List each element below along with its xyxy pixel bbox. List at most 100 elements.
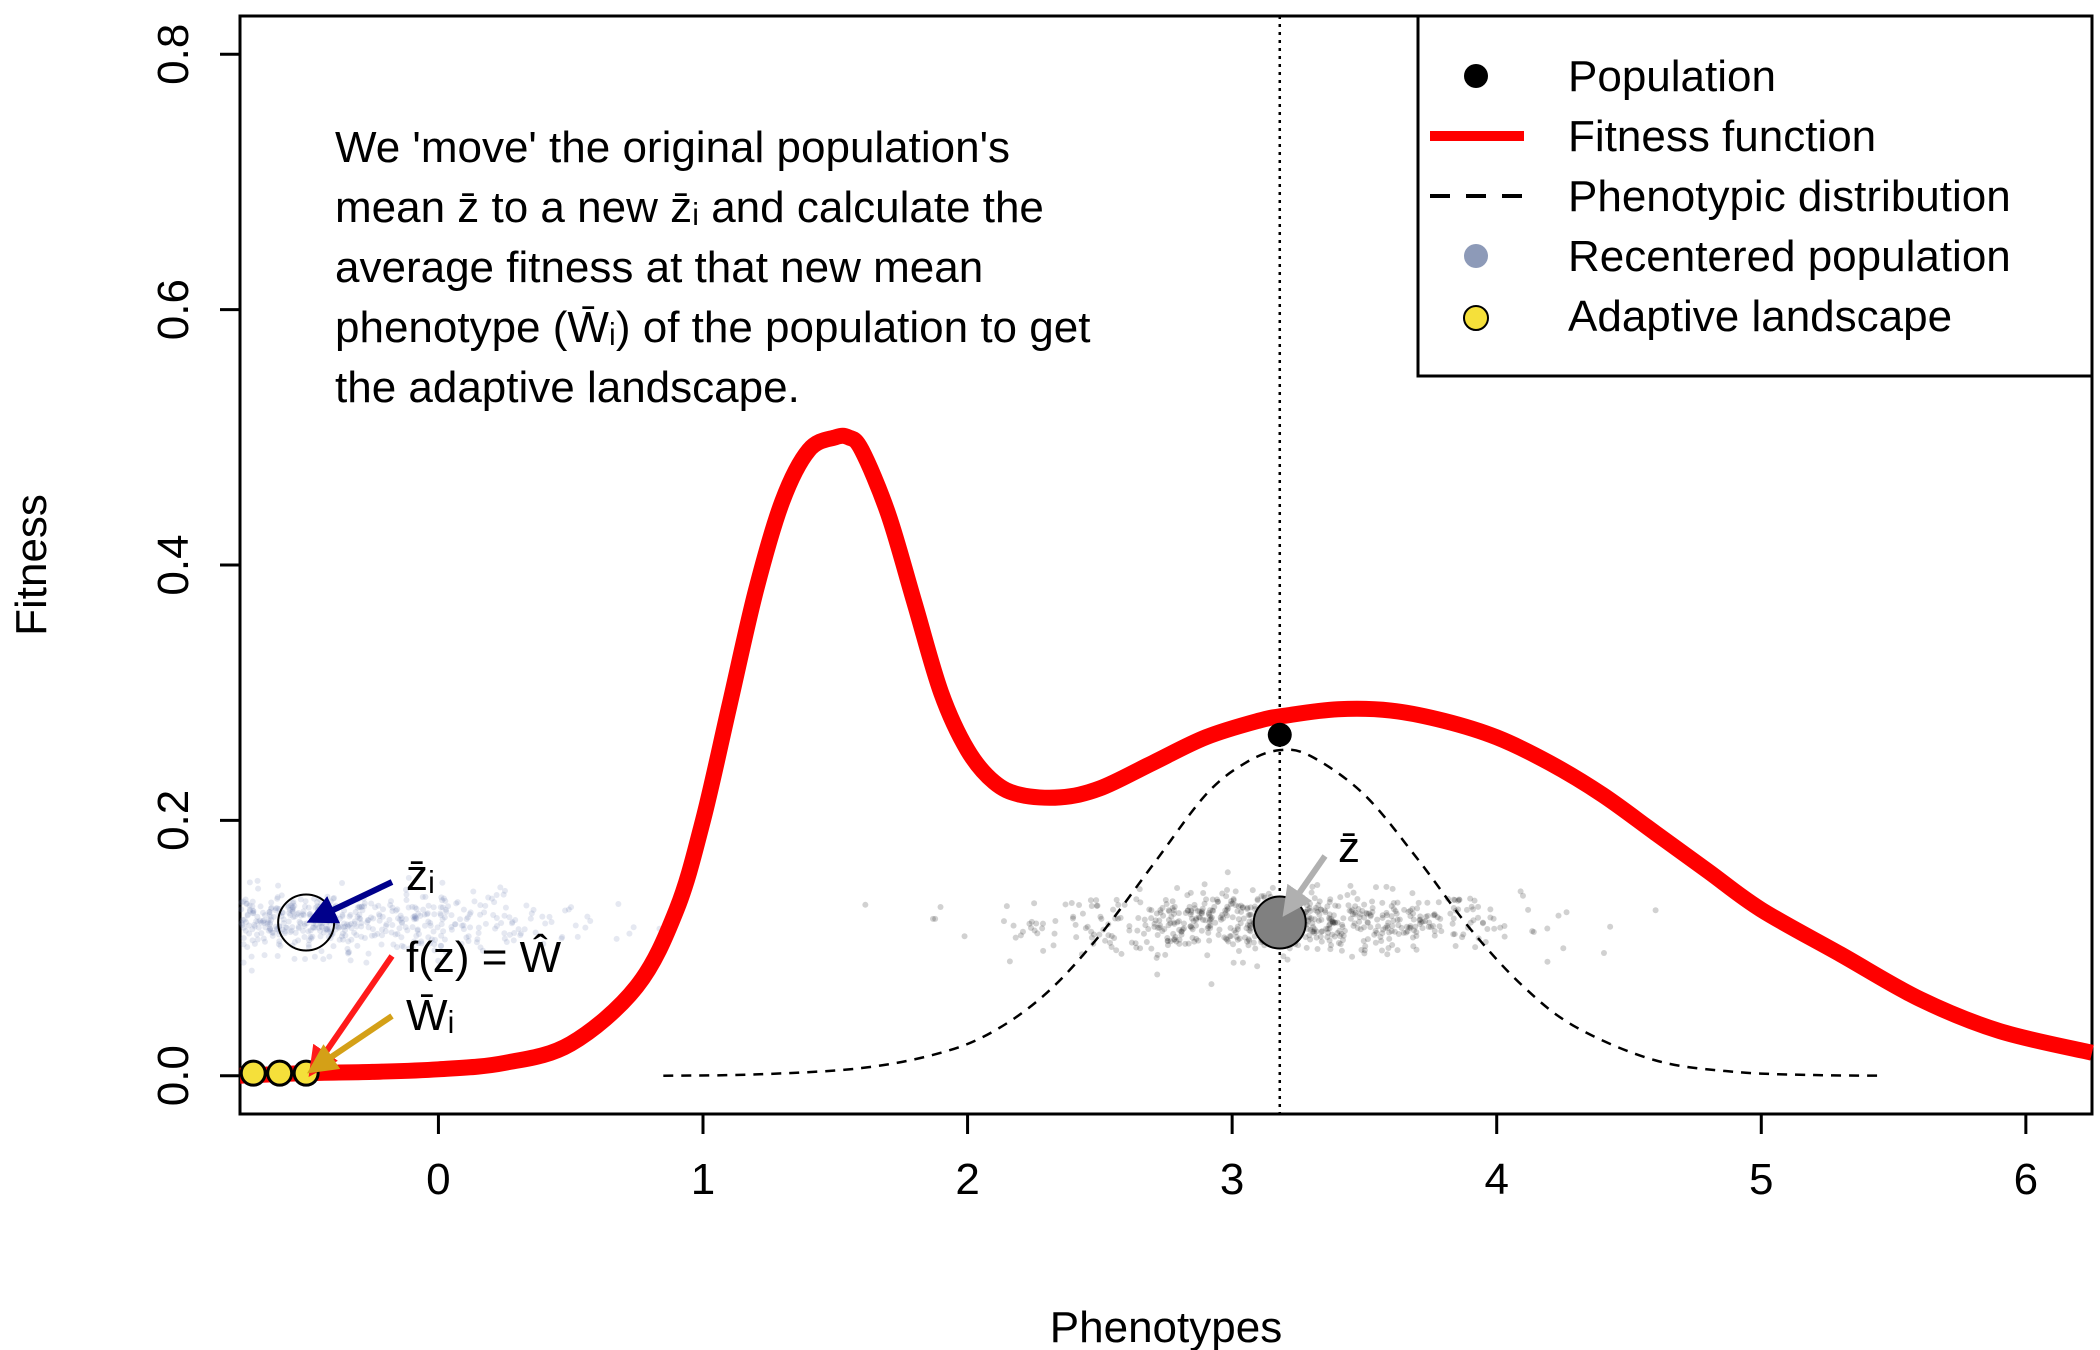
cloud-point	[368, 914, 375, 921]
cloud-point	[471, 898, 478, 905]
cloud-point	[613, 935, 620, 942]
cloud-point	[497, 884, 504, 891]
cloud-point	[1378, 947, 1385, 954]
cloud-point	[1084, 923, 1091, 930]
cloud-point	[251, 923, 258, 930]
cloud-point	[961, 933, 968, 940]
cloud-point	[364, 919, 371, 926]
cloud-point	[1434, 914, 1441, 921]
cloud-point	[412, 913, 419, 920]
cloud-point	[1416, 920, 1423, 927]
cloud-point	[1422, 918, 1429, 925]
cloud-point	[1364, 919, 1371, 926]
cloud-point	[1214, 898, 1221, 905]
cloud-point	[1172, 933, 1179, 940]
cloud-point	[353, 923, 360, 930]
cloud-point	[1307, 926, 1314, 933]
cloud-point	[1378, 938, 1385, 945]
cloud-point	[441, 914, 448, 921]
annotation-line: average fitness at that new mean	[335, 243, 983, 292]
cloud-point	[1223, 935, 1230, 942]
cloud-point	[417, 912, 424, 919]
cloud-point	[540, 940, 547, 947]
cloud-point	[477, 902, 484, 909]
cloud-point	[587, 918, 594, 925]
cloud-point	[315, 924, 322, 931]
cloud-point	[1170, 907, 1177, 914]
cloud-point	[1206, 937, 1213, 944]
cloud-point	[1209, 896, 1216, 903]
cloud-point	[1414, 905, 1421, 912]
cloud-point	[281, 930, 288, 937]
cloud-point	[1169, 905, 1176, 912]
cloud-point	[584, 913, 591, 920]
cloud-point	[402, 924, 409, 931]
cloud-point	[1332, 919, 1339, 926]
cloud-point	[1230, 897, 1237, 904]
cloud-point	[1195, 937, 1202, 944]
cloud-point	[399, 920, 406, 927]
zbar-label: z̄	[1338, 823, 1360, 872]
cloud-point	[1223, 893, 1230, 900]
cloud-point	[1196, 908, 1203, 915]
cloud-point	[1345, 902, 1352, 909]
cloud-point	[1525, 906, 1532, 913]
cloud-point	[258, 919, 265, 926]
cloud-point	[1497, 924, 1504, 931]
cloud-point	[1154, 924, 1161, 931]
cloud-point	[357, 915, 364, 922]
cloud-point	[1324, 926, 1331, 933]
cloud-point	[276, 938, 283, 945]
cloud-point	[341, 927, 348, 934]
cloud-point	[411, 916, 418, 923]
cloud-point	[251, 940, 258, 947]
cloud-point	[532, 929, 539, 936]
cloud-point	[518, 930, 525, 937]
cloud-point	[1354, 895, 1361, 902]
cloud-point	[1409, 905, 1416, 912]
cloud-point	[1379, 899, 1386, 906]
cloud-point	[1224, 903, 1231, 910]
cloud-point	[1330, 912, 1337, 919]
cloud-point	[1254, 896, 1261, 903]
cloud-point	[1484, 926, 1491, 933]
cloud-point	[1028, 924, 1035, 931]
x-axis-title: Phenotypes	[1050, 1303, 1282, 1350]
cloud-point	[1217, 914, 1224, 921]
cloud-point	[287, 929, 294, 936]
cloud-point	[1088, 928, 1095, 935]
cloud-point	[261, 952, 268, 959]
cloud-point	[1164, 934, 1171, 941]
cloud-point	[1070, 913, 1077, 920]
cloud-point	[249, 907, 256, 914]
cloud-point	[1361, 924, 1368, 931]
cloud-point	[240, 924, 247, 931]
cloud-point	[1000, 918, 1007, 925]
cloud-point	[559, 934, 566, 941]
cloud-point	[290, 899, 297, 906]
cloud-point	[1088, 934, 1095, 941]
cloud-point	[274, 953, 281, 960]
cloud-point	[437, 942, 444, 949]
cloud-point	[344, 921, 351, 928]
cloud-point	[1254, 897, 1261, 904]
cloud-point	[1416, 917, 1423, 924]
cloud-point	[250, 909, 257, 916]
annotation-line: phenotype (W̄ᵢ) of the population to get	[335, 303, 1090, 352]
cloud-point	[1487, 914, 1494, 921]
cloud-point	[1126, 923, 1133, 930]
cloud-point	[253, 931, 260, 938]
cloud-point	[403, 891, 410, 898]
cloud-point	[317, 920, 324, 927]
cloud-point	[361, 903, 368, 910]
cloud-point	[1312, 907, 1319, 914]
cloud-point	[255, 918, 262, 925]
cloud-point	[312, 924, 319, 931]
fitness-function-line	[239, 427, 2094, 1084]
cloud-point	[238, 899, 245, 906]
cloud-point	[1142, 922, 1149, 929]
cloud-point	[1431, 912, 1438, 919]
cloud-point	[1410, 927, 1417, 934]
cloud-point	[305, 941, 312, 948]
cloud-point	[1107, 939, 1114, 946]
